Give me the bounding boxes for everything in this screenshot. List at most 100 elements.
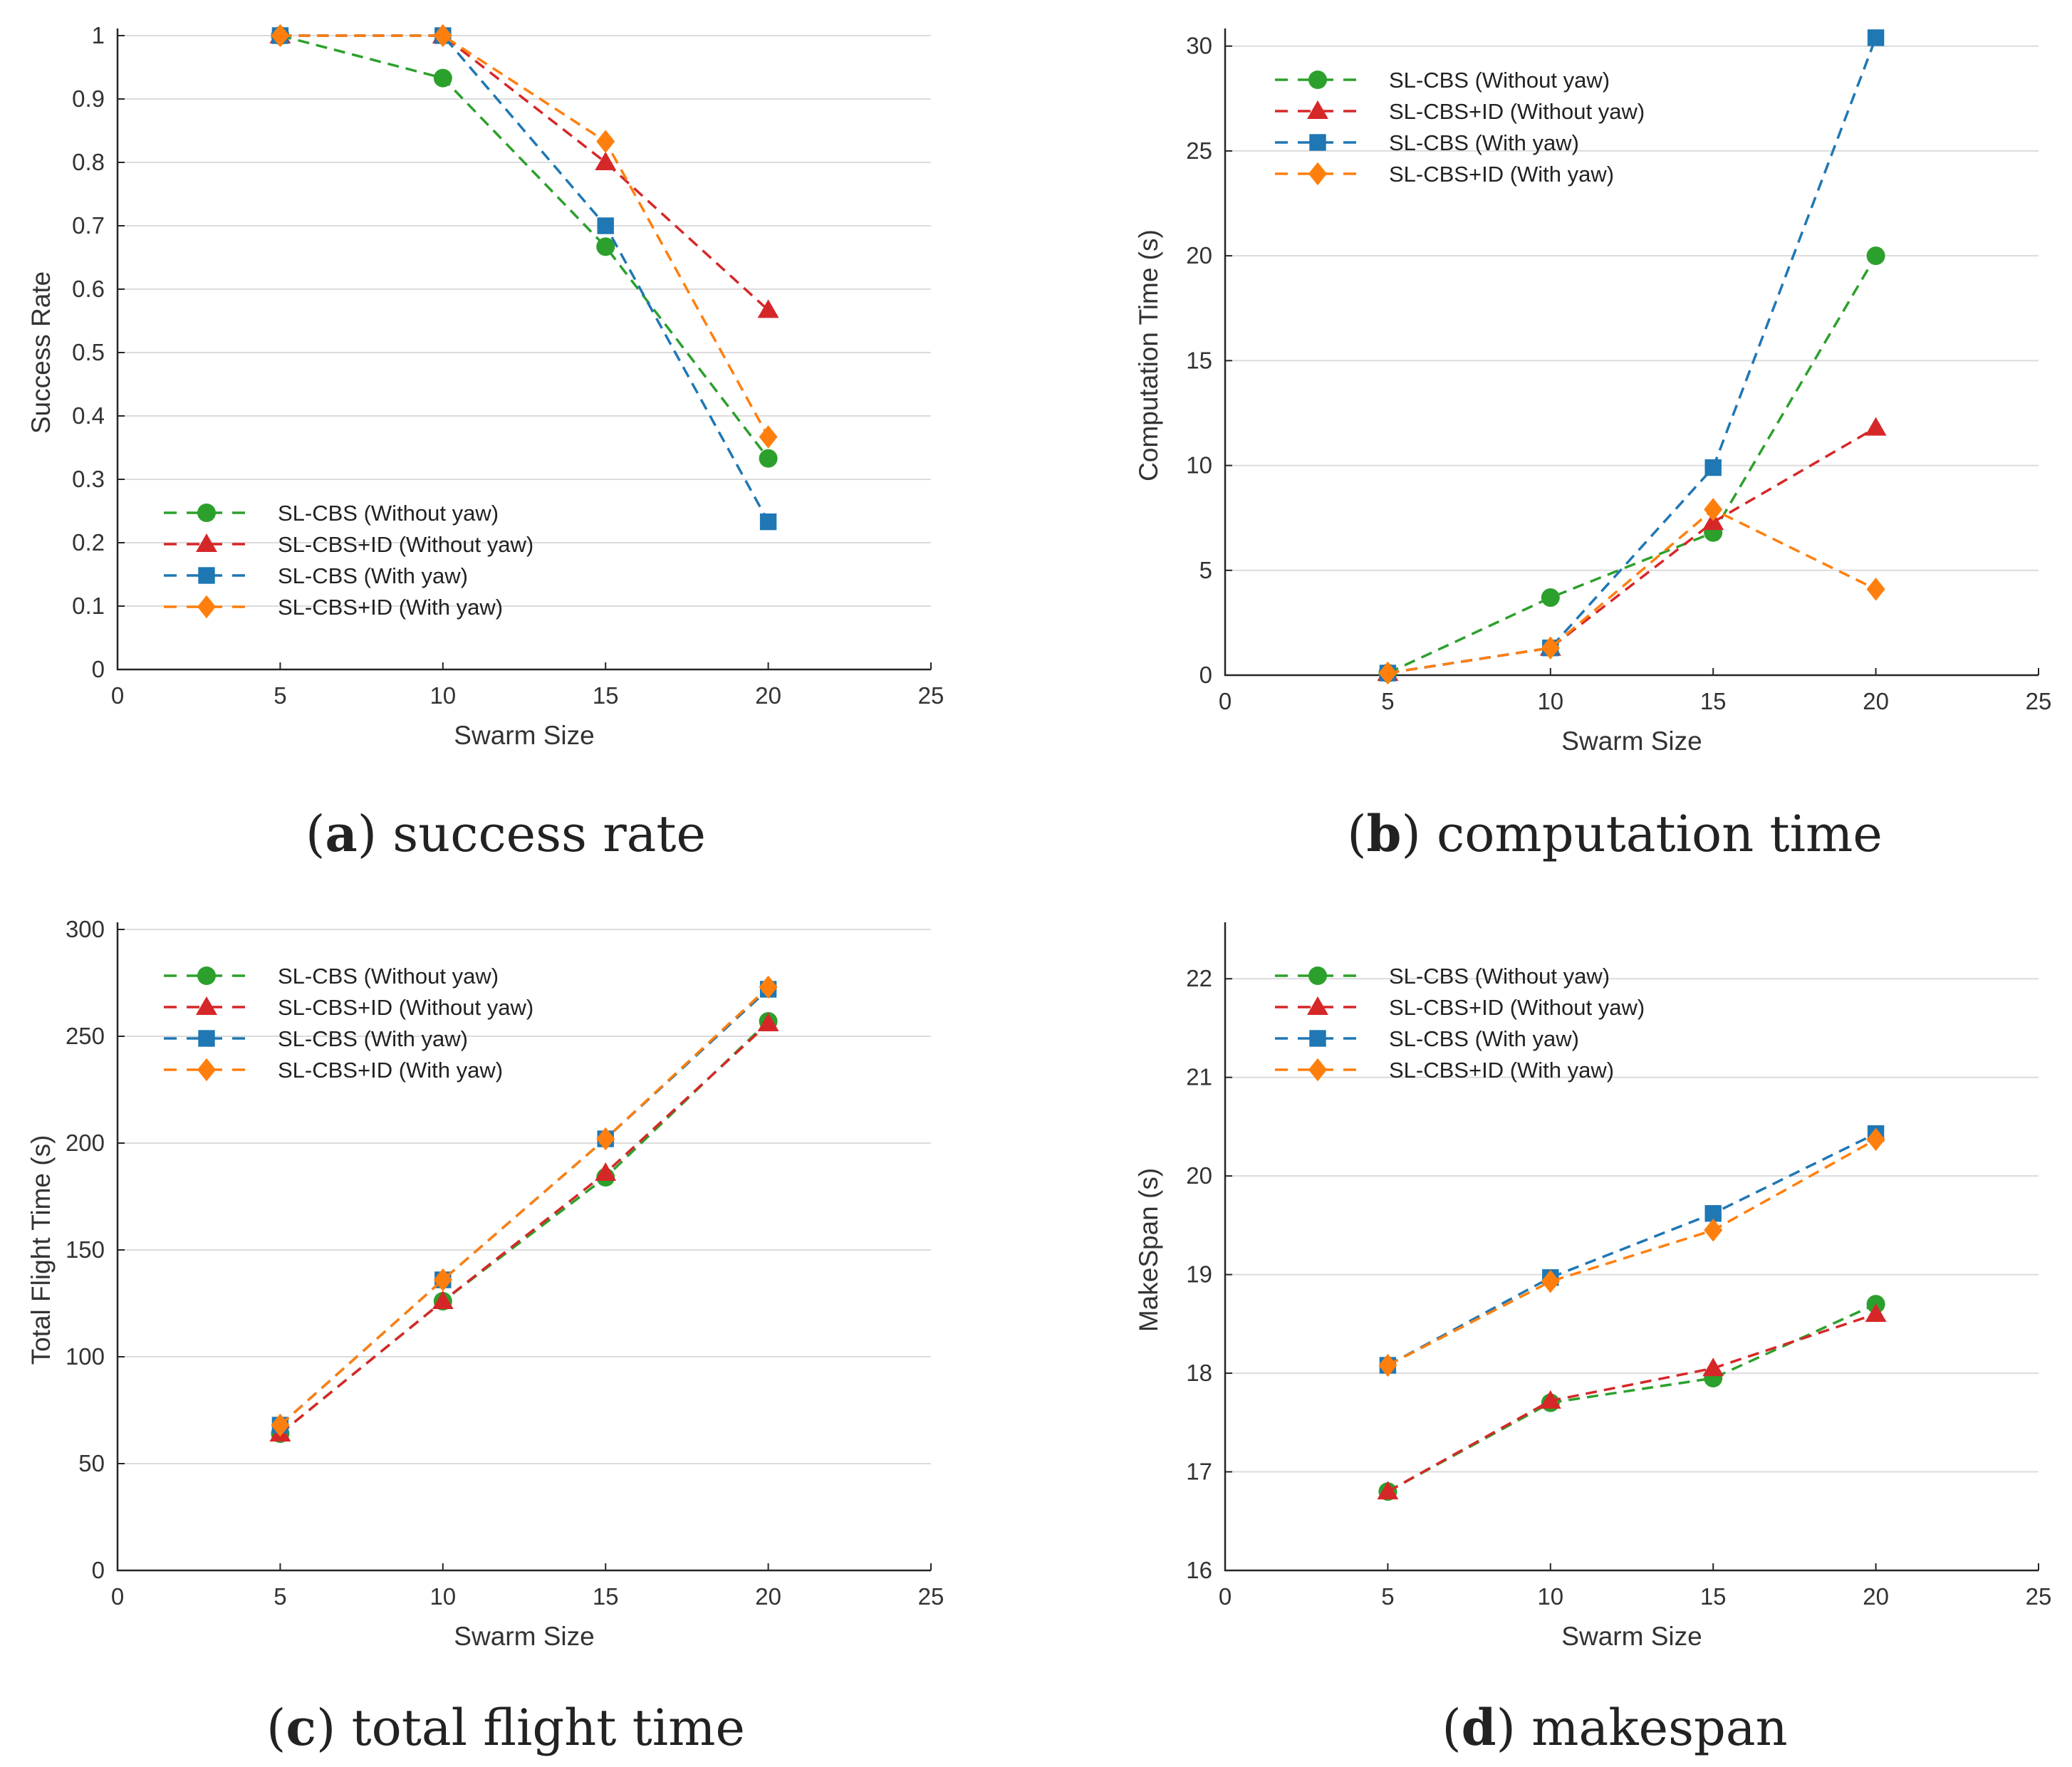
series-line bbox=[279, 34, 769, 459]
y-tick-label: 0 bbox=[1199, 662, 1212, 688]
legend-marker bbox=[197, 966, 216, 985]
y-tick-label: 0.1 bbox=[72, 593, 105, 619]
legend-marker bbox=[196, 996, 217, 1016]
x-axis-label: Swarm Size bbox=[454, 1622, 594, 1651]
x-tick-label: 5 bbox=[1381, 688, 1394, 714]
y-tick-label: 5 bbox=[1199, 557, 1212, 583]
series-line bbox=[1387, 255, 1878, 674]
legend-marker bbox=[197, 595, 216, 619]
data-point bbox=[1541, 1270, 1560, 1293]
y-tick-label: 30 bbox=[1186, 33, 1212, 59]
y-tick-label: 300 bbox=[66, 916, 105, 942]
data-point bbox=[595, 152, 617, 171]
data-point bbox=[1539, 1390, 1561, 1409]
x-tick-label: 15 bbox=[593, 682, 619, 709]
series-line bbox=[280, 34, 770, 523]
series-line bbox=[1388, 508, 1877, 674]
x-axis-label: Swarm Size bbox=[1561, 726, 1702, 756]
x-tick-label: 0 bbox=[111, 682, 124, 709]
series-line bbox=[279, 1022, 769, 1435]
legend-entry: SL-CBS (Without yaw) bbox=[278, 501, 499, 526]
y-axis-label: Computation Time (s) bbox=[1134, 229, 1163, 481]
legend-entry: SL-CBS+ID (Without yaw) bbox=[1389, 99, 1645, 124]
legend-marker bbox=[1307, 996, 1328, 1016]
legend-entry: SL-CBS (With yaw) bbox=[278, 563, 468, 588]
chart-caption: (b) computation time bbox=[1347, 804, 1883, 863]
y-tick-label: 0.6 bbox=[72, 276, 105, 302]
data-point bbox=[596, 1127, 615, 1151]
data-point bbox=[433, 68, 452, 88]
y-tick-label: 17 bbox=[1186, 1459, 1212, 1485]
data-point bbox=[1541, 588, 1560, 608]
y-tick-label: 200 bbox=[66, 1130, 105, 1156]
y-tick-label: 15 bbox=[1186, 347, 1212, 373]
legend-marker bbox=[197, 504, 216, 522]
axis-lines bbox=[116, 922, 931, 1572]
chart-panel-b: 0 5 10 15 20 25 30 0 5 10 15 20 25 Swarm Size Computat… bbox=[1134, 28, 2051, 863]
x-tick-label: 10 bbox=[430, 682, 456, 709]
y-axis-label: Success Rate bbox=[26, 271, 56, 434]
data-point bbox=[1704, 459, 1722, 476]
x-tick-label: 25 bbox=[2026, 688, 2052, 714]
x-tick-label: 10 bbox=[1537, 688, 1563, 714]
data-point bbox=[596, 237, 615, 256]
caption-text: ) computation time bbox=[1401, 805, 1882, 863]
y-tick-label: 1 bbox=[92, 22, 105, 48]
data-point bbox=[597, 217, 614, 234]
series-line bbox=[1387, 1138, 1877, 1367]
x-tick-label: 5 bbox=[274, 682, 286, 709]
data-point bbox=[1377, 1481, 1399, 1500]
data-point bbox=[271, 24, 290, 48]
legend-entry: SL-CBS+ID (With yaw) bbox=[1389, 1058, 1614, 1083]
y-tick-label: 0.5 bbox=[72, 339, 105, 365]
y-tick-label: 19 bbox=[1186, 1261, 1212, 1288]
y-tick-label: 25 bbox=[1186, 137, 1212, 164]
x-tick-label: 25 bbox=[918, 1583, 944, 1610]
legend-entry: SL-CBS+ID (Without yaw) bbox=[1389, 995, 1645, 1020]
legend-entry: SL-CBS (With yaw) bbox=[1389, 130, 1579, 155]
series-line bbox=[1387, 1132, 1877, 1367]
data-point bbox=[1866, 246, 1885, 266]
y-tick-label: 10 bbox=[1186, 452, 1212, 479]
legend-entry: SL-CBS (Without yaw) bbox=[1389, 68, 1610, 93]
series-line bbox=[1387, 1313, 1877, 1493]
data-point bbox=[757, 1013, 779, 1032]
data-point bbox=[1378, 661, 1397, 685]
data-point bbox=[759, 425, 778, 449]
data-point bbox=[759, 449, 778, 468]
legend-marker bbox=[1307, 100, 1328, 120]
y-tick-label: 100 bbox=[66, 1343, 105, 1370]
x-tick-label: 5 bbox=[1381, 1583, 1394, 1610]
y-tick-label: 0 bbox=[92, 656, 105, 682]
caption-paren: ( bbox=[1347, 805, 1366, 863]
legend-marker bbox=[197, 1058, 216, 1082]
x-tick-label: 15 bbox=[1700, 688, 1727, 714]
y-tick-label: 22 bbox=[1186, 965, 1212, 991]
chart-caption: (c) total flight time bbox=[266, 1698, 745, 1757]
y-tick-label: 0.2 bbox=[72, 529, 105, 556]
x-tick-label: 10 bbox=[430, 1583, 456, 1610]
x-tick-label: 0 bbox=[111, 1583, 124, 1610]
axis-lines bbox=[1224, 28, 2039, 677]
legend-marker bbox=[1308, 162, 1327, 186]
y-axis-label: Total Flight Time (s) bbox=[26, 1135, 56, 1365]
legend-entry: SL-CBS (Without yaw) bbox=[278, 964, 499, 989]
caption-paren: ( bbox=[306, 805, 325, 863]
data-point bbox=[1704, 498, 1723, 521]
data-point bbox=[1865, 417, 1887, 436]
data-point bbox=[271, 1413, 290, 1437]
legend-marker bbox=[1309, 1030, 1326, 1047]
x-tick-label: 10 bbox=[1537, 1583, 1563, 1610]
caption-text: ) total flight time bbox=[316, 1699, 745, 1757]
y-tick-label: 16 bbox=[1186, 1557, 1212, 1583]
data-point bbox=[759, 513, 777, 531]
axis-lines bbox=[1224, 922, 2039, 1572]
data-point bbox=[1866, 578, 1885, 601]
y-tick-label: 0.4 bbox=[72, 402, 105, 429]
x-tick-label: 15 bbox=[593, 1583, 619, 1610]
legend-marker bbox=[1308, 71, 1327, 89]
data-point bbox=[433, 24, 452, 48]
chart-caption: (d) makespan bbox=[1442, 1698, 1787, 1757]
caption-letter: d bbox=[1462, 1698, 1496, 1757]
